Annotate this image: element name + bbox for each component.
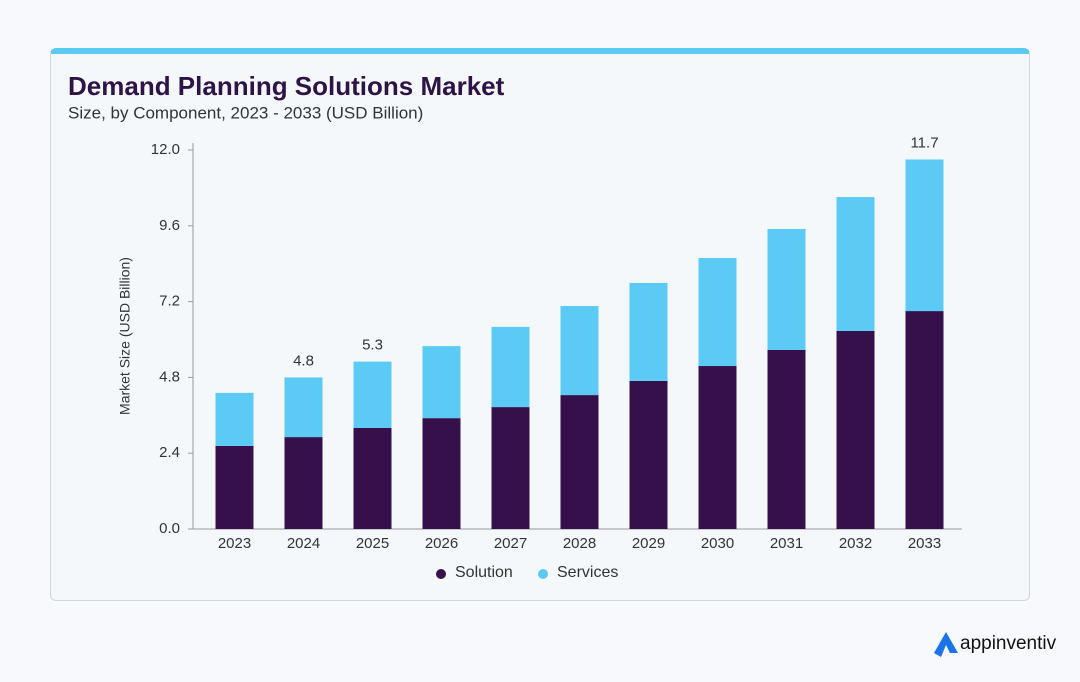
bar-segment <box>767 228 806 350</box>
bar-segment <box>836 197 875 331</box>
total-label: 5.3 <box>362 337 383 354</box>
x-tick-label: 2023 <box>218 535 251 552</box>
bar-segment <box>215 392 254 446</box>
chart-title: Demand Planning Solutions Market <box>68 71 505 101</box>
bar-segment <box>905 159 944 312</box>
x-tick-label: 2025 <box>356 535 389 552</box>
y-tick-label: 9.6 <box>159 217 180 234</box>
bar-segment <box>284 437 323 529</box>
x-tick-label: 2029 <box>632 535 665 552</box>
bar-segment <box>629 380 668 529</box>
legend-marker <box>538 569 548 579</box>
y-tick-label: 7.2 <box>159 293 180 310</box>
x-tick-label: 2028 <box>563 535 596 552</box>
x-tick-label: 2027 <box>494 535 527 552</box>
bar-segment <box>629 282 668 381</box>
bar-segment <box>836 330 875 529</box>
y-axis-label: Market Size (USD Billion) <box>117 257 133 415</box>
legend-label: Services <box>557 564 618 581</box>
x-tick-label: 2033 <box>908 535 941 552</box>
bar-segment <box>284 377 323 438</box>
x-tick-label: 2030 <box>701 535 734 552</box>
y-tick-label: 12.0 <box>151 141 180 158</box>
x-tick-label: 2024 <box>287 535 320 552</box>
brand-name: appinventiv <box>960 633 1057 654</box>
legend-marker <box>436 569 446 579</box>
bar-segment <box>491 326 530 408</box>
bar-segment <box>560 306 599 396</box>
bar-segment <box>422 346 461 419</box>
bar-segment <box>698 258 737 367</box>
chart-subtitle: Size, by Component, 2023 - 2033 (USD Bil… <box>68 103 423 122</box>
bar-segment <box>353 361 392 428</box>
brand-logo <box>934 632 958 657</box>
x-tick-label: 2032 <box>839 535 872 552</box>
y-tick-label: 2.4 <box>159 444 180 461</box>
bar-segment <box>560 395 599 529</box>
bar-segment <box>491 407 530 529</box>
x-tick-label: 2026 <box>425 535 458 552</box>
legend-label: Solution <box>455 564 513 581</box>
bar-segment <box>905 311 944 529</box>
total-label: 11.7 <box>910 134 938 151</box>
bar-segment <box>215 445 254 529</box>
bar-segment <box>767 349 806 529</box>
x-tick-label: 2031 <box>770 535 803 552</box>
y-tick-label: 4.8 <box>159 368 180 385</box>
bar-segment <box>422 418 461 529</box>
total-label: 4.8 <box>293 352 314 369</box>
y-tick-label: 0.0 <box>159 520 180 537</box>
bar-segment <box>698 366 737 529</box>
bar-segment <box>353 427 392 529</box>
